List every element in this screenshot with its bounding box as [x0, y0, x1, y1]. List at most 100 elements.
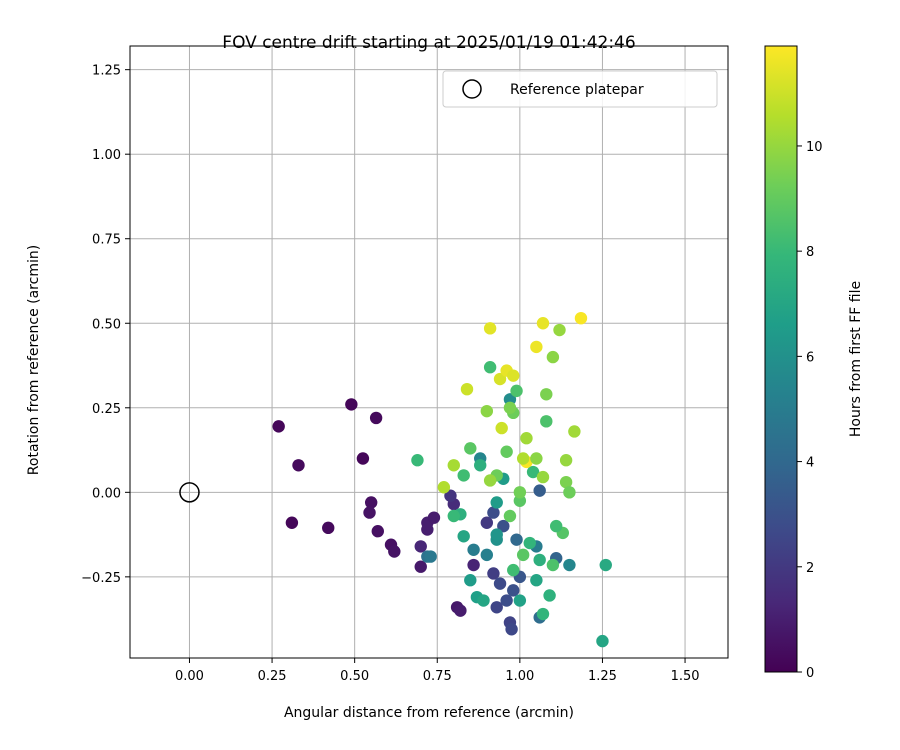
data-point — [487, 506, 500, 519]
data-point — [424, 550, 437, 563]
data-point — [533, 553, 546, 567]
grid — [130, 46, 728, 658]
data-point — [543, 589, 556, 602]
data-point — [414, 560, 427, 573]
data-point — [345, 398, 358, 411]
chart-title: FOV centre drift starting at 2025/01/19 … — [222, 33, 635, 53]
data-point — [414, 540, 427, 553]
x-tick-label: 1.50 — [671, 669, 700, 684]
data-point — [292, 459, 305, 472]
data-point — [526, 465, 540, 479]
data-point — [272, 420, 285, 433]
colorbar-ticks: 0 2 4 6 8 10 — [797, 140, 823, 681]
data-point — [510, 533, 523, 546]
data-point — [516, 452, 530, 465]
data-point — [427, 511, 441, 524]
data-point — [505, 623, 518, 636]
x-tick-label: 1.00 — [505, 669, 534, 684]
data-point — [388, 545, 401, 558]
data-point — [568, 425, 581, 438]
x-axis-ticks: 0.00 0.25 0.50 0.75 1.00 1.25 1.50 — [175, 658, 700, 684]
data-point — [421, 523, 434, 536]
data-point — [546, 558, 560, 572]
data-point — [563, 558, 576, 572]
data-points — [272, 311, 612, 648]
data-point — [490, 601, 503, 614]
data-point — [549, 519, 563, 533]
data-point — [497, 519, 510, 533]
data-point — [364, 496, 378, 509]
data-point — [437, 481, 451, 494]
data-point — [503, 509, 517, 523]
data-point — [513, 486, 527, 499]
data-point — [480, 404, 494, 418]
data-point — [369, 411, 383, 425]
data-point — [540, 415, 553, 428]
colorbar-bar — [764, 45, 798, 673]
data-point — [285, 516, 299, 529]
data-point — [464, 442, 477, 455]
y-axis-ticks: −0.25 0.00 0.25 0.50 0.75 1.00 1.25 — [81, 64, 130, 586]
y-tick-label: 0.00 — [92, 486, 121, 501]
data-point — [483, 322, 497, 335]
colorbar-tick-label: 4 — [806, 456, 814, 471]
reference-marker — [179, 482, 200, 503]
data-point — [454, 604, 467, 617]
data-point — [507, 369, 520, 382]
data-point — [530, 574, 543, 587]
data-point — [495, 421, 508, 435]
x-tick-label: 1.25 — [588, 669, 617, 684]
x-axis-label: Angular distance from reference (arcmin) — [284, 705, 574, 721]
data-point — [536, 470, 550, 484]
data-point — [523, 536, 536, 550]
data-point — [447, 509, 460, 523]
x-tick-label: 0.75 — [423, 669, 452, 684]
data-point — [563, 486, 576, 499]
legend: Reference platepar — [442, 70, 718, 108]
data-point — [507, 563, 520, 577]
data-point — [371, 525, 384, 538]
data-point — [477, 594, 490, 607]
data-point — [447, 459, 460, 472]
colorbar-tick-label: 2 — [806, 561, 814, 576]
x-tick-label: 0.00 — [175, 669, 204, 684]
data-point — [507, 584, 520, 597]
y-tick-label: −0.25 — [81, 571, 121, 586]
data-point — [493, 577, 507, 590]
colorbar-tick-label: 0 — [806, 666, 814, 681]
data-point — [483, 361, 497, 374]
data-point — [490, 496, 503, 509]
data-point — [520, 432, 533, 445]
data-point — [322, 521, 335, 535]
y-tick-label: 1.25 — [92, 64, 121, 79]
data-point — [467, 558, 480, 572]
data-point — [559, 453, 573, 467]
data-point — [363, 506, 376, 519]
legend-box — [442, 70, 718, 108]
data-point — [503, 401, 517, 414]
data-point — [483, 474, 497, 487]
data-point — [536, 607, 550, 621]
y-tick-label: 1.00 — [92, 148, 121, 163]
data-point — [553, 323, 566, 337]
data-point — [444, 489, 457, 502]
data-point — [480, 516, 494, 529]
data-point — [490, 528, 503, 541]
data-point — [574, 311, 588, 325]
x-tick-label: 0.50 — [340, 669, 369, 684]
data-point — [464, 574, 477, 587]
legend-label: Reference platepar — [510, 82, 644, 98]
data-point — [480, 548, 494, 562]
data-point — [356, 452, 370, 465]
data-point — [546, 350, 560, 364]
y-tick-label: 0.75 — [92, 233, 121, 248]
data-point — [559, 475, 573, 489]
data-point — [530, 452, 543, 465]
colorbar-tick-label: 6 — [806, 350, 814, 365]
data-point — [474, 459, 487, 472]
y-tick-label: 0.50 — [92, 317, 121, 332]
data-point — [596, 634, 609, 648]
data-point — [533, 484, 546, 497]
data-point — [457, 530, 470, 543]
